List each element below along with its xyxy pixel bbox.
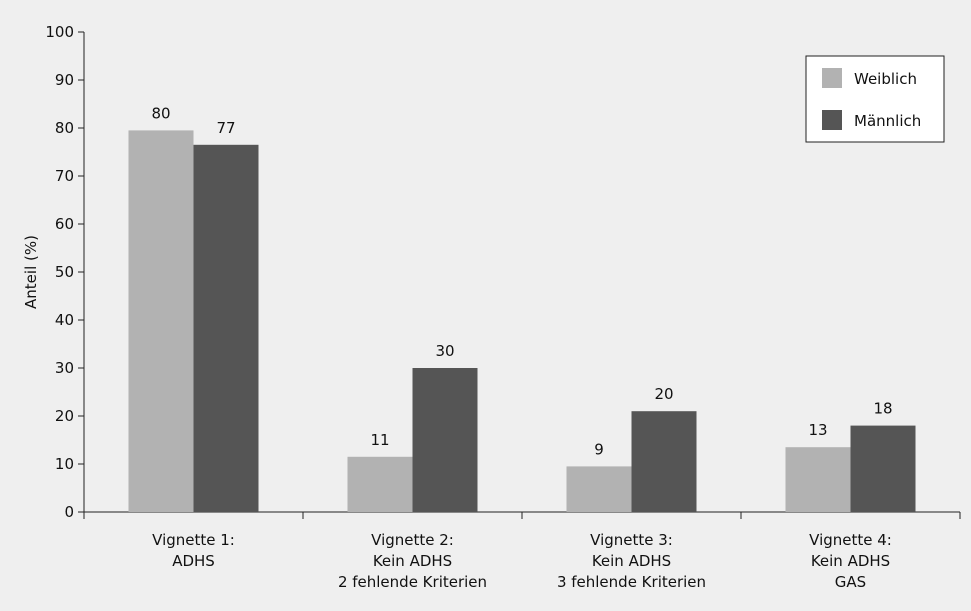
- bar-maennlich: [193, 144, 259, 513]
- x-category-label: Vignette 4:: [809, 531, 892, 549]
- x-category-label: Vignette 1:: [152, 531, 235, 549]
- x-category-label: Kein ADHS: [373, 552, 452, 570]
- y-tick-label: 100: [45, 23, 74, 41]
- x-category-label: ADHS: [172, 552, 215, 570]
- y-tick-label: 10: [55, 455, 74, 473]
- y-tick-label: 70: [55, 167, 74, 185]
- y-tick-label: 50: [55, 263, 74, 281]
- y-tick-label: 90: [55, 71, 74, 89]
- bar-maennlich: [850, 425, 916, 512]
- bar-maennlich: [412, 368, 478, 512]
- bar-weiblich: [785, 447, 851, 512]
- y-tick-label: 0: [64, 503, 74, 521]
- y-tick-label: 60: [55, 215, 74, 233]
- data-label: 80: [151, 104, 170, 122]
- x-category-label: 2 fehlende Kriterien: [338, 573, 487, 591]
- data-label: 11: [370, 431, 389, 449]
- x-category-label: 3 fehlende Kriterien: [557, 573, 706, 591]
- bar-weiblich: [128, 130, 194, 512]
- y-tick-label: 80: [55, 119, 74, 137]
- bar-weiblich: [347, 456, 413, 512]
- x-category-label: Vignette 2:: [371, 531, 454, 549]
- legend-swatch: [822, 68, 842, 88]
- x-category-label: Kein ADHS: [592, 552, 671, 570]
- y-tick-label: 20: [55, 407, 74, 425]
- data-label: 77: [216, 119, 235, 137]
- data-label: 13: [808, 421, 827, 439]
- bar-weiblich: [566, 466, 632, 512]
- data-label: 18: [873, 400, 892, 418]
- y-tick-label: 30: [55, 359, 74, 377]
- data-label: 20: [654, 385, 673, 403]
- y-tick-label: 40: [55, 311, 74, 329]
- data-label: 30: [435, 342, 454, 360]
- y-axis-title: Anteil (%): [22, 235, 40, 309]
- bar-maennlich: [631, 411, 697, 512]
- legend-label: Weiblich: [854, 70, 917, 88]
- legend-label: Männlich: [854, 112, 921, 130]
- x-category-label: Kein ADHS: [811, 552, 890, 570]
- legend-swatch: [822, 110, 842, 130]
- data-label: 9: [594, 440, 604, 458]
- x-category-label: Vignette 3:: [590, 531, 673, 549]
- x-category-label: GAS: [835, 573, 866, 591]
